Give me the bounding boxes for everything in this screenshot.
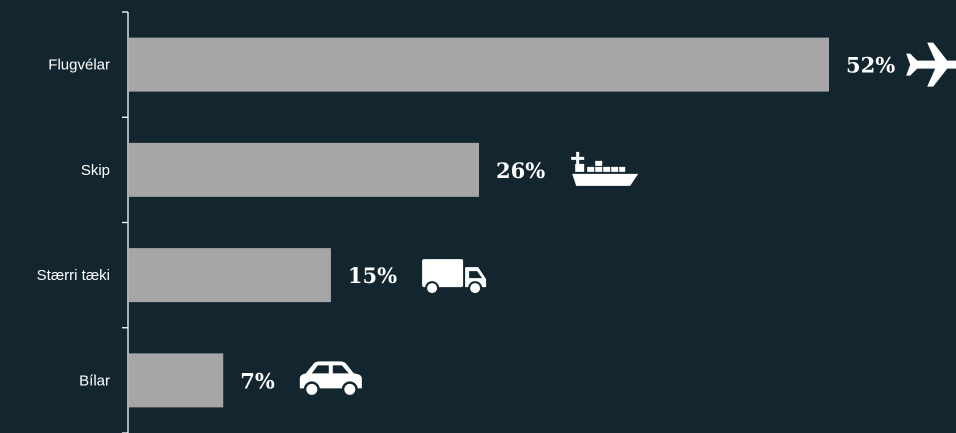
bar <box>129 142 479 197</box>
category-label: Flugvélar <box>48 57 110 74</box>
category-label: Bílar <box>79 372 110 389</box>
icons-layer <box>299 42 956 398</box>
category-label: Skip <box>81 162 110 179</box>
bar <box>129 353 224 408</box>
value-label: 26% <box>496 158 545 183</box>
truck-icon <box>422 259 487 296</box>
value-label: 15% <box>348 263 397 288</box>
value-label: 52% <box>846 53 895 78</box>
bar <box>129 248 331 303</box>
axis-layer <box>122 11 129 433</box>
airplane-icon <box>906 42 956 87</box>
value-label: 7% <box>240 368 275 393</box>
bars-layer <box>129 37 829 408</box>
car-icon <box>299 361 362 398</box>
bar <box>129 37 829 92</box>
cargo-ship-icon <box>571 151 639 186</box>
labels-layer: Flugvélar 52% Skip 26% Stærri tæki 15% Bílar 7% <box>37 53 896 394</box>
category-label: Stærri tæki <box>37 267 110 284</box>
